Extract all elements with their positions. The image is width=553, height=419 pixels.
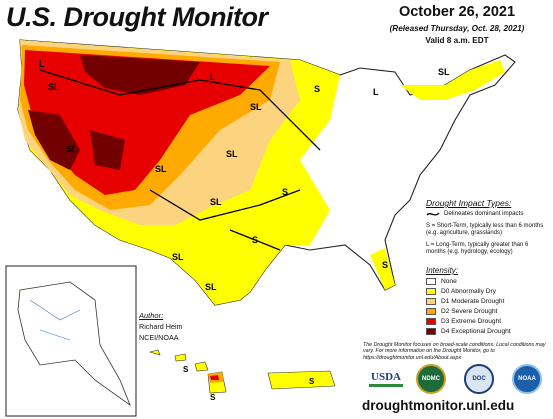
label-S-hawaii: S <box>183 365 189 374</box>
d0-region-florida <box>370 248 395 290</box>
released-date: (Released Thursday, Oct. 28, 2021) <box>389 24 525 33</box>
swatch-d0 <box>426 288 436 295</box>
label-S-louisiana: S <box>252 235 258 245</box>
legend-d0: D0 Abnormally Dry <box>426 288 496 295</box>
label-SL-oklahoma: SL <box>210 197 222 207</box>
legend-none-label: None <box>441 278 457 285</box>
swatch-d3 <box>426 318 436 325</box>
legend-d2-label: D2 Severe Drought <box>441 308 498 315</box>
label-S-hawaii-2: S <box>210 393 216 402</box>
hawaii-islands <box>148 349 227 394</box>
alaska-shape <box>17 281 131 407</box>
legend-d3-label: D3 Extreme Drought <box>441 318 502 325</box>
legend-d1-label: D1 Moderate Drought <box>441 298 505 305</box>
legend-d3: D3 Extreme Drought <box>426 318 501 325</box>
d3-region <box>24 50 270 195</box>
impact-types-title: Drought Impact Types: <box>426 198 512 208</box>
label-L-michigan: L <box>373 87 379 97</box>
puerto-rico-shape <box>267 370 336 390</box>
map-title: U.S. Drought Monitor <box>6 2 268 32</box>
hawaii-d3-area <box>210 375 219 380</box>
valid-time: Valid 8 a.m. EDT <box>425 36 489 45</box>
usda-logo-bar <box>369 384 403 387</box>
swatch-d4 <box>426 328 436 335</box>
doc-logo-text: DOC <box>472 376 486 382</box>
map-date: October 26, 2021 <box>398 4 516 20</box>
label-SL-oregon: SL <box>48 82 60 92</box>
impact-delineates: Delineates dominant impacts <box>426 210 523 217</box>
swatch-d1 <box>426 298 436 305</box>
label-SL-texas-west: SL <box>172 252 184 262</box>
website-url[interactable]: droughtmonitor.unl.edu <box>362 398 515 413</box>
usda-logo: USDA <box>368 364 404 394</box>
swatch-d2 <box>426 308 436 315</box>
impact-short-term: S = Short-Term, typically less than 6 mo… <box>426 223 544 237</box>
intensity-title: Intensity: <box>426 266 459 275</box>
author-org: NCEI/NOAA <box>139 333 179 342</box>
ndmc-logo-text: NDMC <box>422 376 440 382</box>
author-title: Author: <box>139 311 164 320</box>
label-S-minnesota: S <box>314 84 320 94</box>
label-SL-new-england: SL <box>438 67 450 77</box>
impact-delineates-text: Delineates dominant impacts <box>444 210 524 217</box>
swatch-none <box>426 278 436 285</box>
d4-region-california <box>28 110 80 170</box>
label-L-montana: L <box>210 72 216 82</box>
label-SL-kansas: SL <box>226 149 238 159</box>
d4-region-nevada <box>90 130 125 170</box>
label-SL-colorado: SL <box>155 164 167 174</box>
noaa-logo-text: NOAA <box>518 376 536 382</box>
legend-d4: D4 Exceptional Drought <box>426 328 511 335</box>
label-SL-texas-south: SL <box>205 282 217 292</box>
noaa-logo: NOAA <box>512 364 542 394</box>
label-S-puerto-rico: S <box>309 377 315 386</box>
ndmc-logo: NDMC <box>416 364 446 394</box>
impact-line-icon <box>426 212 440 216</box>
legend-d1: D1 Moderate Drought <box>426 298 504 305</box>
label-S-arkansas: S <box>282 187 288 197</box>
legend-d4-label: D4 Exceptional Drought <box>441 328 511 335</box>
legend-d0-label: D0 Abnormally Dry <box>441 288 496 295</box>
drought-monitor-note: The Drought Monitor focuses on broad-sca… <box>363 342 546 361</box>
legend-none: None <box>426 278 457 285</box>
label-SL-dakotas: SL <box>250 102 262 112</box>
label-L-pacific-nw: L <box>39 59 45 69</box>
impact-long-term: L = Long-Term, typically greater than 6 … <box>426 242 529 256</box>
legend-d2: D2 Severe Drought <box>426 308 497 315</box>
impact-boundary <box>39 69 321 251</box>
label-S-florida: S <box>382 260 388 270</box>
author-name: Richard Heim <box>139 322 183 331</box>
label-SL-nevada: SL <box>66 144 78 154</box>
usda-logo-text: USDA <box>371 371 401 383</box>
doc-logo: DOC <box>464 364 494 394</box>
d0-region-northeast <box>400 60 505 100</box>
alaska-rivers <box>29 299 81 341</box>
